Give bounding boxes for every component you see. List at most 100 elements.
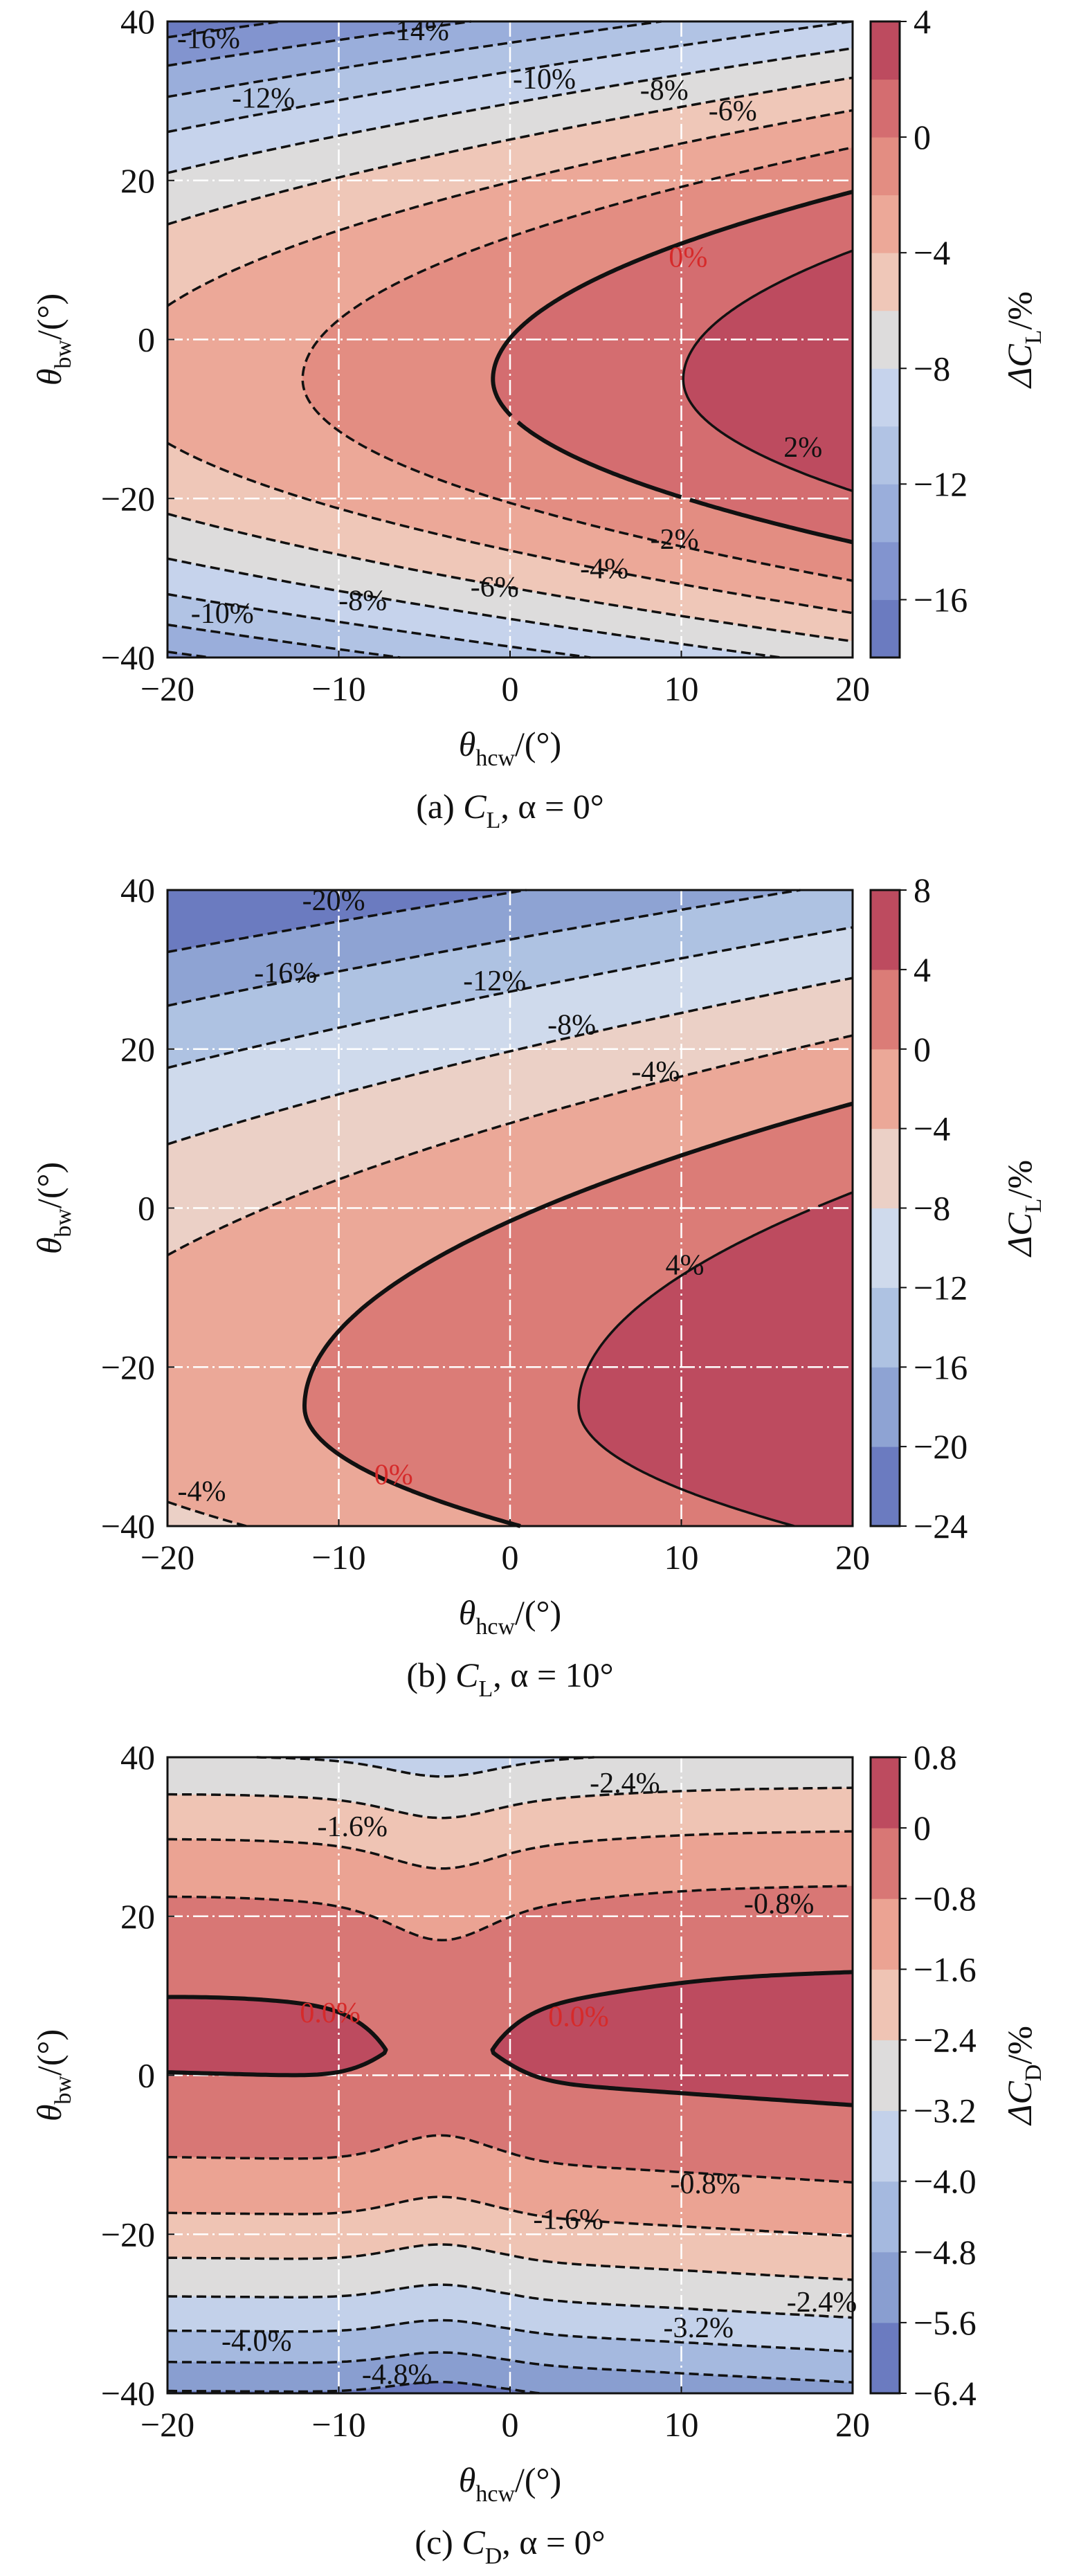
y-tick-label: −20 [101, 479, 155, 518]
contour-label: -4% [178, 1476, 226, 1508]
contour-line [167, 2380, 542, 2395]
colorbar-label-unit: /% [1000, 1160, 1039, 1199]
colorbar-tick-label: 8 [914, 871, 931, 909]
x-tick-label: −20 [140, 2405, 194, 2444]
colorbar-tick-label: 0 [914, 1030, 931, 1069]
x-axis-unit: /(°) [515, 725, 561, 763]
colorbar-label-subscript: L [1021, 1199, 1046, 1213]
colorbar-band [871, 1757, 900, 1829]
caption-subscript: L [479, 1676, 493, 1702]
colorbar-band [871, 2040, 900, 2112]
x-tick-label: −20 [140, 669, 194, 708]
contour-label: -12% [232, 83, 295, 115]
colorbar-label-symbol: ΔC [1000, 2081, 1039, 2126]
colorbar-frame [869, 20, 901, 659]
colorbar-band [871, 2322, 900, 2394]
colorbar-tick-label: −8 [914, 1189, 950, 1228]
y-axis-label: θbw/(°) [30, 293, 76, 386]
y-axis-unit: /(°) [30, 2029, 69, 2076]
colorbar-band [871, 310, 900, 369]
x-tick-label: 20 [835, 2405, 870, 2444]
colorbar-band [871, 1287, 900, 1368]
y-tick-label: 0 [138, 2056, 155, 2095]
contour-label: -2% [651, 524, 699, 556]
colorbar-band [871, 541, 900, 600]
y-tick-label: −40 [101, 638, 155, 677]
y-axis-symbol: θ [30, 2105, 69, 2122]
contour-line [167, 1756, 853, 2319]
colorbar-tick-label: −20 [914, 1427, 968, 1466]
contour-line [167, 109, 854, 615]
colorbar-label-symbol: ΔC [1000, 344, 1039, 389]
colorbar-label-subscript: L [1021, 330, 1046, 345]
colorbar-band [871, 368, 900, 427]
y-axis-unit: /(°) [30, 293, 69, 340]
colorbar-band [871, 137, 900, 196]
contour-label: -4% [631, 1056, 680, 1088]
contour-label: -6% [709, 96, 757, 127]
caption-variable: C [455, 1656, 479, 1694]
caption-label: (b) [406, 1656, 455, 1694]
colorbar-tick-label: −16 [914, 1348, 968, 1386]
colorbar-band [871, 484, 900, 543]
x-axis-label: θhcw/(°) [459, 1593, 561, 1640]
y-tick-label: 40 [120, 871, 155, 909]
panel-caption: (b) CL, α = 10° [406, 1656, 613, 1702]
contour-label: 0% [374, 1460, 413, 1491]
caption-subscript: L [487, 808, 501, 833]
x-tick-label: −10 [311, 2405, 365, 2444]
contour-label: -16% [177, 23, 240, 55]
contour-panel-b: -20%-16% -12%-8%-4%4%0%-4%−20 −10 0 10 204020… [30, 871, 1046, 1702]
y-tick-label: −20 [101, 2215, 155, 2253]
colorbar-band [871, 2181, 900, 2253]
colorbar-tick-label: −2.4 [914, 2020, 977, 2059]
colorbar-band [871, 599, 900, 658]
colorbar-tick-label: 4 [914, 2, 931, 41]
colorbar-tick-label: 0 [914, 1808, 931, 1847]
colorbar-tick-label: −8 [914, 349, 950, 388]
panel-caption: (c) CD, α = 0° [415, 2523, 605, 2569]
colorbar-tick-label: 4 [914, 950, 931, 989]
y-tick-label: −20 [101, 1348, 155, 1386]
contour-label: 4% [665, 1249, 704, 1281]
contour-label: -14% [386, 15, 449, 47]
y-axis-label: θbw/(°) [30, 1162, 76, 1254]
contour-line [577, 1191, 853, 1527]
contour-line [167, 1830, 853, 2238]
contour-label: -10% [513, 64, 576, 96]
contour-label: -8% [338, 586, 387, 617]
colorbar-tick-label: −5.6 [914, 2303, 977, 2342]
x-tick-label: 20 [835, 1538, 870, 1577]
x-axis-symbol: θ [459, 1593, 476, 1632]
contour-line [167, 1970, 853, 2107]
colorbar-label-unit: /% [1000, 2026, 1039, 2065]
y-axis-subscript: bw [51, 2076, 76, 2105]
caption-condition: , α = 10° [493, 1656, 613, 1694]
contour-label: 0% [669, 242, 707, 273]
colorbar-band [871, 890, 900, 970]
contour-label: 0.0% [548, 2002, 609, 2033]
contour-label: -8% [640, 75, 689, 107]
contour-label: -16% [254, 958, 317, 990]
colorbar-band [871, 1828, 900, 1899]
colorbar-tick-label: −3.2 [914, 2092, 977, 2130]
contour-line [167, 926, 853, 1069]
y-tick-label: −40 [101, 1507, 155, 1545]
contour-label: -2.4% [787, 2287, 857, 2319]
contour-label: 0.0% [300, 1997, 361, 2029]
contour-line [167, 977, 853, 1145]
caption-condition: , α = 0° [500, 787, 603, 826]
y-tick-label: 20 [120, 1897, 155, 1936]
y-tick-label: 20 [120, 161, 155, 200]
colorbar-band [871, 1208, 900, 1288]
colorbar-tick-label: −24 [914, 1507, 968, 1545]
x-tick-label: 20 [835, 669, 870, 708]
caption-variable: C [462, 2523, 485, 2561]
contour-label: -0.8% [670, 2168, 740, 2200]
colorbar-tick-label: −4 [914, 233, 950, 272]
caption-label: (a) [416, 787, 463, 826]
x-axis-subscript: hcw [475, 745, 515, 771]
contour-panel-c: -2.4% -1.6% -0.8% 0.0% 0.0% -0.8% -1.6% -2.4% -3… [30, 1738, 1046, 2569]
contour-line [167, 889, 801, 1007]
contour-line [167, 47, 853, 659]
